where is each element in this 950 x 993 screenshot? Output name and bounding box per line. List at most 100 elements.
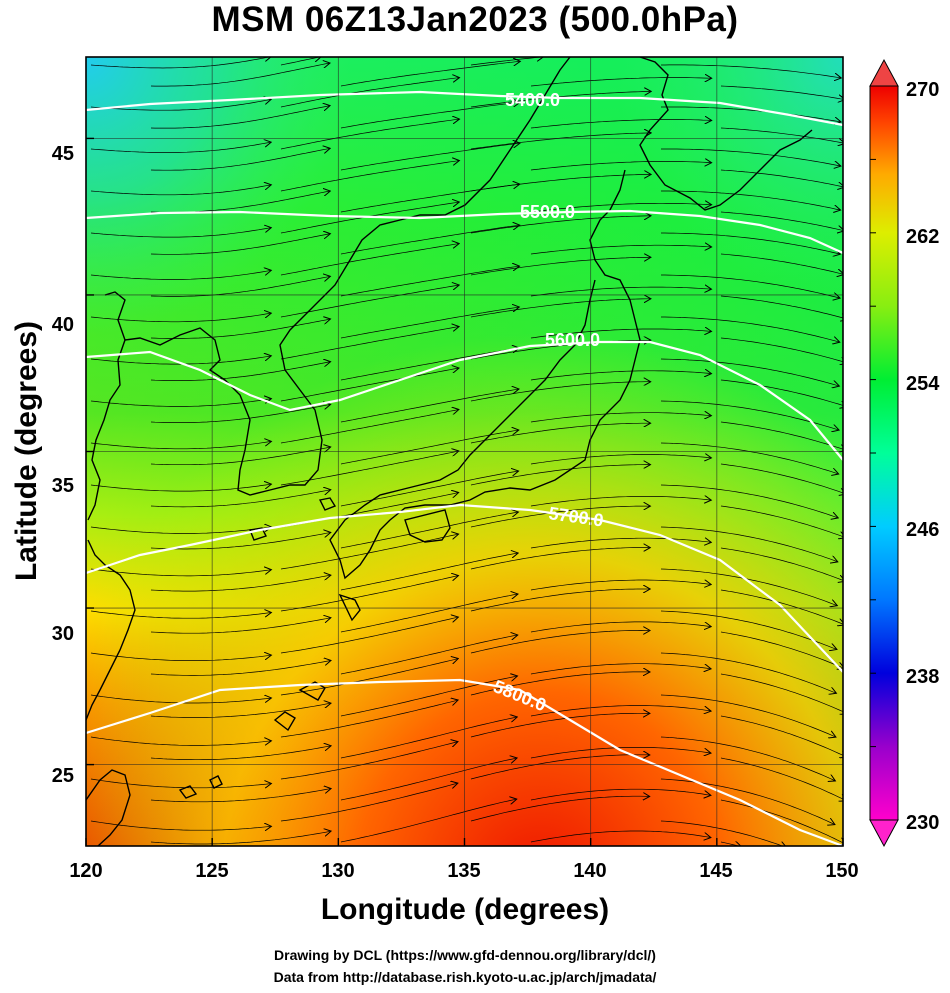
streamline	[280, 534, 458, 570]
streamline	[470, 713, 649, 738]
streamline	[90, 100, 270, 111]
streamline	[90, 142, 270, 153]
axis-ticks	[85, 137, 844, 846]
streamline	[90, 313, 270, 323]
streamline	[90, 569, 270, 577]
chart-title: MSM 06Z13Jan2023 (500.0hPa)	[211, 0, 739, 39]
y-tick-label: 30	[52, 623, 74, 645]
streamline	[470, 589, 649, 612]
streamline	[660, 568, 836, 605]
streamline	[280, 368, 458, 402]
colorbar-label: 230	[906, 812, 939, 834]
streamline	[530, 287, 711, 297]
streamline	[530, 830, 710, 843]
temperature-field: 5400.0 5500.0 5600.0 5700.0 5800.0	[86, 57, 843, 846]
streamline	[340, 594, 517, 633]
streamline	[280, 410, 458, 444]
streamline	[470, 382, 650, 402]
streamline	[720, 715, 843, 757]
streamline	[661, 274, 839, 298]
streamline	[280, 244, 458, 276]
streamline	[340, 389, 518, 423]
streamline	[340, 348, 518, 381]
streamline	[720, 379, 843, 406]
credit-drawing: Drawing by DCL (https://www.gfd-dennou.o…	[274, 947, 656, 963]
streamline	[660, 400, 838, 430]
streamline	[150, 789, 330, 803]
streamline	[660, 778, 834, 824]
streamline	[340, 471, 518, 507]
streamline	[470, 423, 650, 444]
streamline	[150, 106, 329, 129]
y-axis-label: Latitude (degrees)	[10, 320, 43, 582]
coastlines	[86, 57, 813, 846]
streamline	[530, 78, 711, 87]
streamline	[720, 421, 843, 450]
streamline	[660, 358, 838, 386]
x-tick-label: 140	[573, 860, 606, 882]
streamline	[470, 672, 649, 696]
streamline	[530, 538, 710, 549]
x-tick-label: 150	[825, 860, 858, 882]
streamline	[470, 506, 649, 528]
y-tick-label: 45	[52, 143, 74, 165]
contour-5800	[86, 678, 843, 846]
streamline	[530, 746, 710, 759]
height-contours	[86, 90, 843, 846]
streamline	[660, 820, 786, 846]
streamline	[720, 127, 843, 143]
streamline	[661, 190, 840, 210]
streamline	[150, 277, 329, 297]
colorbar-max-arrow	[869, 58, 899, 87]
streamline	[340, 102, 519, 129]
streamline	[720, 211, 843, 231]
streamline	[340, 61, 519, 87]
x-tick-label: 130	[321, 860, 354, 882]
streamline	[470, 57, 543, 66]
streamline	[660, 736, 835, 781]
colorbar-label: 246	[906, 519, 939, 541]
streamline	[90, 442, 270, 450]
streamline	[530, 788, 710, 801]
streamline	[340, 307, 518, 339]
streamline	[150, 362, 330, 381]
streamline	[720, 799, 843, 844]
streamline	[150, 533, 330, 550]
x-tick-labels: 120 125 130 135 140 145 150	[69, 860, 858, 882]
streamline	[530, 579, 710, 591]
contour-5400	[86, 90, 843, 127]
streamline	[660, 694, 835, 737]
streamline	[530, 120, 711, 129]
streamline	[530, 203, 711, 213]
streamline	[470, 755, 649, 780]
x-axis-label: Longitude (degrees)	[320, 893, 610, 926]
streamline	[90, 778, 270, 788]
streamline	[90, 820, 270, 830]
streamline	[720, 337, 843, 363]
streamline	[660, 610, 836, 649]
streamline	[150, 490, 330, 508]
streamline	[530, 413, 710, 423]
streamline	[150, 661, 330, 676]
streamline	[660, 526, 837, 562]
streamline	[280, 659, 457, 696]
streamline	[720, 589, 843, 625]
streamline	[470, 91, 650, 108]
streamline	[150, 63, 329, 87]
contour-5500	[86, 209, 843, 255]
contour-label-5500: 5500.0	[520, 202, 575, 222]
streamline	[340, 799, 516, 843]
streamline	[661, 106, 840, 122]
streamline	[150, 319, 330, 339]
streamline	[280, 161, 458, 192]
streamline	[90, 271, 270, 280]
streamline	[280, 451, 458, 486]
streamline	[720, 253, 843, 274]
colorbar-min-arrow	[869, 819, 899, 848]
streamline	[280, 783, 457, 822]
streamline	[280, 285, 458, 318]
streamline	[470, 465, 650, 486]
streamline	[340, 143, 519, 171]
streamline	[150, 618, 330, 634]
